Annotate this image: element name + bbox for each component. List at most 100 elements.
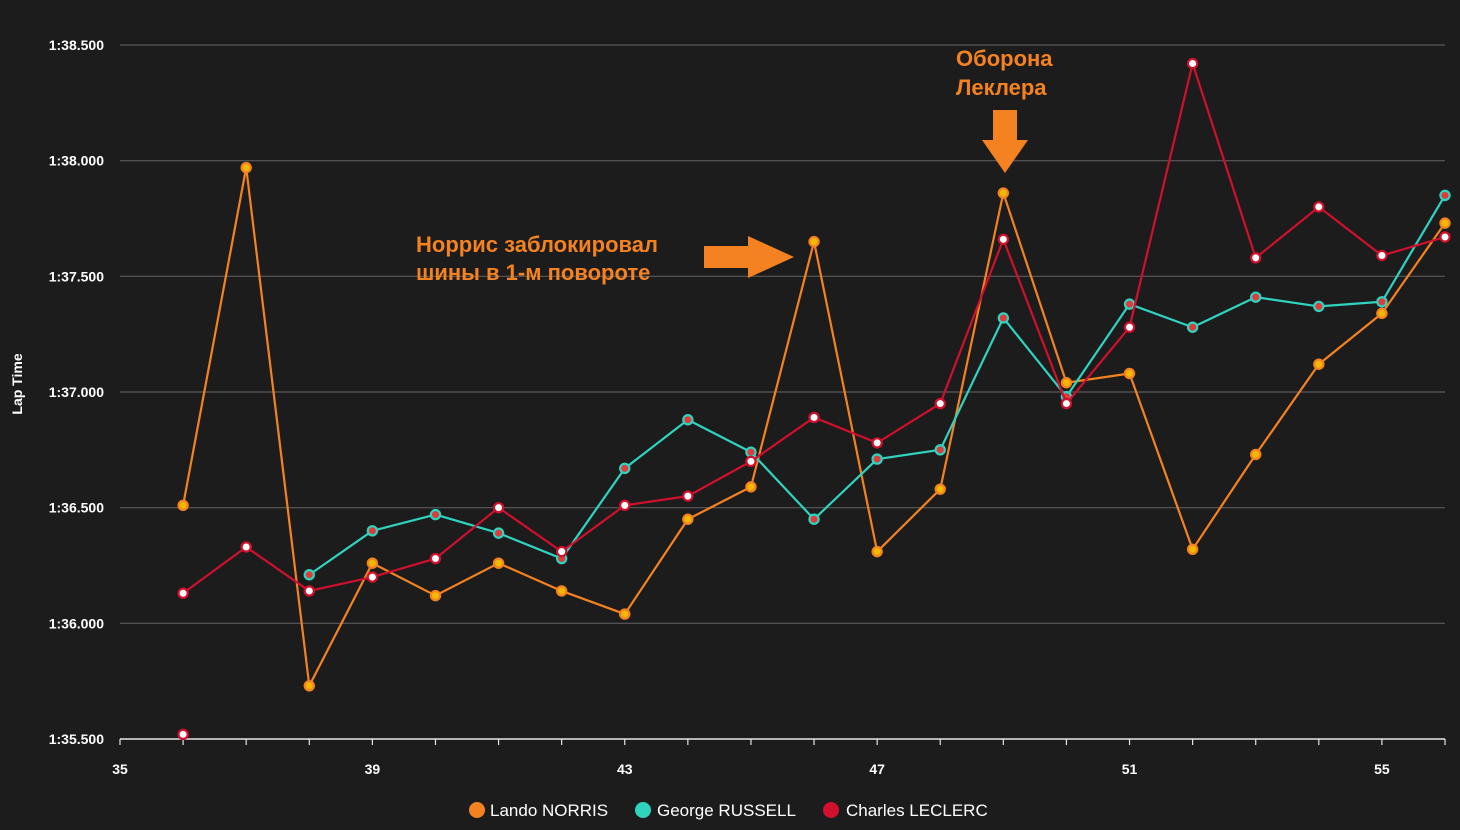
data-point-leclerc[interactable] [177, 587, 189, 599]
legend-item-leclerc[interactable]: Charles LECLERC [823, 801, 988, 820]
data-point-russell[interactable] [682, 414, 694, 426]
legend-label-leclerc: Charles LECLERC [846, 801, 988, 820]
grid-lines [120, 44, 1445, 624]
data-point-norris[interactable] [366, 557, 379, 569]
data-point-russell[interactable] [997, 312, 1010, 324]
data-point-norris[interactable] [1376, 307, 1388, 320]
legend: Lando NORRIS George RUSSELL Charles LECL… [469, 801, 988, 820]
legend-swatch-norris [469, 802, 485, 818]
series-norris [177, 161, 1451, 692]
y-tick-label: 1:38.500 [49, 37, 104, 53]
data-point-russell[interactable] [808, 513, 820, 525]
data-point-leclerc[interactable] [1250, 252, 1262, 264]
legend-item-norris[interactable]: Lando NORRIS [469, 801, 608, 820]
y-tick-label: 1:36.000 [49, 615, 104, 631]
data-point-leclerc[interactable] [745, 455, 757, 468]
data-point-norris[interactable] [1123, 367, 1136, 380]
data-point-norris[interactable] [1060, 377, 1073, 389]
data-point-norris[interactable] [934, 483, 946, 495]
data-point-leclerc[interactable] [303, 585, 315, 597]
data-point-russell[interactable] [429, 508, 442, 521]
legend-label-russell: George RUSSELL [657, 801, 796, 820]
data-point-norris[interactable] [429, 589, 442, 602]
y-tick-label: 1:37.500 [49, 268, 104, 284]
data-point-norris[interactable] [619, 608, 631, 620]
data-point-russell[interactable] [1123, 298, 1136, 310]
series-leclerc [177, 57, 1451, 741]
x-tick-label: 39 [365, 761, 381, 777]
data-point-russell[interactable] [1186, 321, 1199, 333]
data-point-norris[interactable] [808, 235, 820, 248]
data-point-norris[interactable] [555, 585, 568, 597]
data-point-russell[interactable] [745, 446, 757, 458]
data-point-leclerc[interactable] [555, 545, 568, 558]
legend-label-norris: Lando NORRIS [490, 801, 608, 820]
data-point-leclerc[interactable] [429, 552, 442, 565]
data-point-leclerc[interactable] [619, 499, 631, 512]
data-point-norris[interactable] [177, 499, 189, 512]
right-arrow-icon [704, 236, 794, 278]
data-point-leclerc[interactable] [492, 501, 505, 514]
data-point-norris[interactable] [303, 680, 315, 692]
data-point-leclerc[interactable] [808, 411, 820, 424]
data-point-russell[interactable] [871, 453, 883, 465]
data-point-russell[interactable] [1313, 300, 1325, 313]
annotation-leclerc-line-2: Леклера [956, 75, 1047, 100]
y-tick-label: 1:37.000 [49, 384, 104, 400]
data-point-leclerc[interactable] [1313, 201, 1325, 213]
data-point-leclerc[interactable] [177, 728, 189, 741]
data-point-russell[interactable] [934, 444, 946, 456]
data-point-leclerc[interactable] [871, 437, 883, 449]
data-point-leclerc[interactable] [1439, 231, 1451, 243]
legend-swatch-leclerc [823, 802, 839, 818]
y-axis-label: Lap Time [9, 353, 25, 414]
annotation-norris-line-2: шины в 1-м повороте [416, 260, 650, 285]
data-point-leclerc[interactable] [240, 541, 252, 553]
x-tick-label: 43 [617, 761, 633, 777]
data-point-leclerc[interactable] [682, 490, 694, 502]
data-point-norris[interactable] [682, 513, 694, 525]
data-point-norris[interactable] [492, 557, 505, 569]
legend-swatch-russell [635, 802, 651, 818]
data-point-norris[interactable] [1186, 543, 1199, 556]
data-point-norris[interactable] [997, 187, 1010, 199]
annotation-norris-line-1: Норрис заблокировал [416, 232, 658, 257]
data-point-russell[interactable] [1439, 189, 1451, 202]
data-point-russell[interactable] [1250, 291, 1262, 303]
annotation-norris-lockup: Норрис заблокировал шины в 1-м повороте [416, 232, 794, 285]
axes: 1:35.500 1:36.000 1:36.500 1:37.000 1:37.500… [49, 37, 1446, 777]
data-point-russell[interactable] [619, 462, 631, 475]
data-point-leclerc[interactable] [366, 571, 379, 583]
data-point-norris[interactable] [240, 161, 252, 174]
data-point-norris[interactable] [1439, 217, 1451, 229]
annotation-leclerc-line-1: Оборона [956, 46, 1053, 71]
data-point-leclerc[interactable] [1186, 57, 1199, 70]
annotation-leclerc-defense: Оборона Леклера [956, 46, 1053, 173]
down-arrow-icon [982, 110, 1028, 173]
data-point-leclerc[interactable] [1123, 321, 1136, 333]
data-point-norris[interactable] [745, 481, 757, 493]
data-point-russell[interactable] [492, 527, 505, 539]
data-point-leclerc[interactable] [997, 233, 1010, 246]
data-point-russell[interactable] [1376, 296, 1388, 308]
data-point-norris[interactable] [871, 545, 883, 558]
data-point-leclerc[interactable] [1376, 249, 1388, 262]
data-point-leclerc[interactable] [1060, 397, 1073, 410]
data-point-norris[interactable] [1250, 448, 1262, 461]
series-layer [177, 57, 1451, 741]
x-tick-label: 47 [869, 761, 885, 777]
data-point-leclerc[interactable] [934, 397, 946, 410]
y-tick-label: 1:36.500 [49, 500, 104, 516]
data-point-russell[interactable] [366, 525, 379, 537]
data-point-norris[interactable] [1313, 358, 1325, 370]
x-tick-label: 55 [1374, 761, 1390, 777]
data-point-russell[interactable] [303, 569, 315, 581]
y-tick-label: 1:38.000 [49, 153, 104, 169]
legend-item-russell[interactable]: George RUSSELL [635, 801, 796, 820]
x-tick-label: 35 [112, 761, 128, 777]
series-russell [303, 189, 1451, 581]
y-tick-label: 1:35.500 [49, 731, 104, 747]
x-tick-label: 51 [1122, 761, 1138, 777]
